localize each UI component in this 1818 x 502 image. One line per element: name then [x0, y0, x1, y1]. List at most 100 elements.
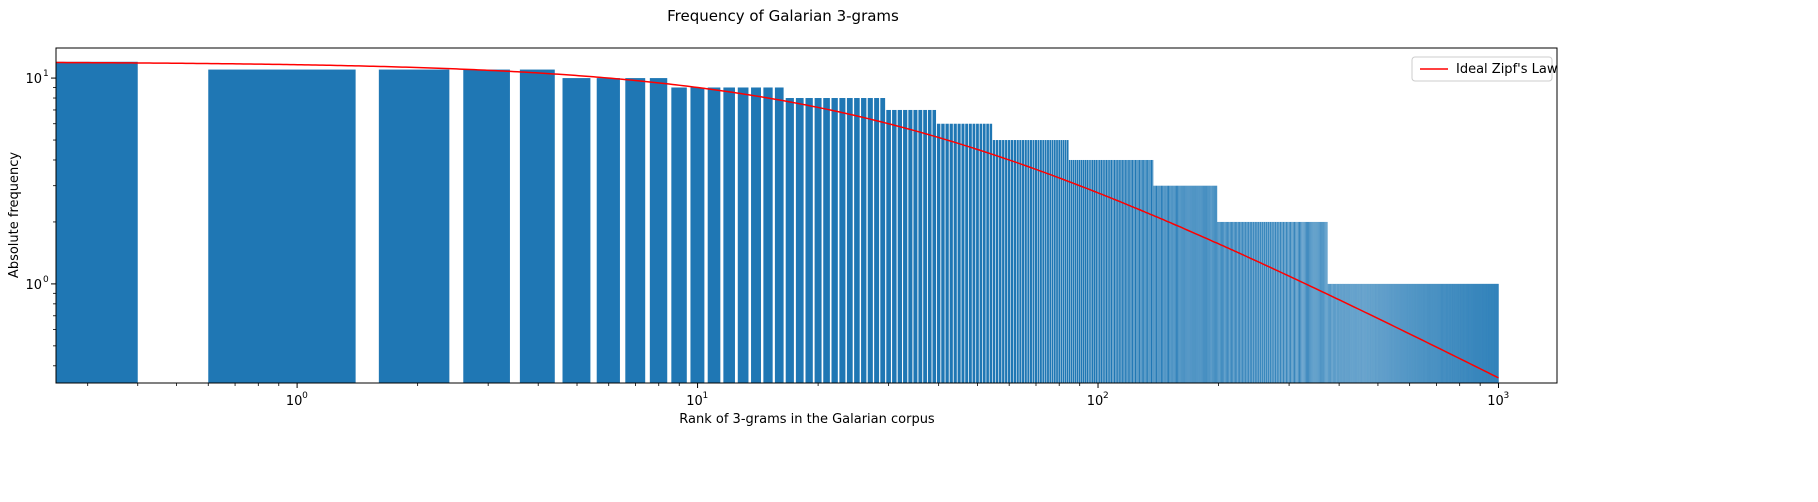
bar — [1196, 185, 1198, 383]
bar — [1214, 185, 1216, 383]
bar — [1064, 140, 1067, 383]
bar — [1145, 159, 1147, 383]
plot-frame — [55, 47, 1558, 384]
bar — [1090, 159, 1092, 383]
bar — [1034, 140, 1037, 383]
bar — [1231, 221, 1233, 383]
bar — [1170, 185, 1172, 383]
bar — [1269, 221, 1270, 383]
bar — [1137, 159, 1139, 383]
bar — [1201, 185, 1203, 383]
bar — [1159, 185, 1161, 383]
bar — [1049, 140, 1052, 383]
bar — [1226, 221, 1228, 383]
bar — [1254, 221, 1255, 383]
bar — [1220, 221, 1222, 383]
bar — [941, 123, 945, 384]
bar — [1203, 185, 1205, 383]
bar — [1236, 221, 1238, 383]
bar — [1016, 140, 1019, 383]
bar — [1144, 159, 1146, 383]
bar — [1134, 159, 1136, 383]
bar — [1252, 221, 1253, 383]
bar — [774, 87, 784, 384]
bar — [831, 98, 838, 384]
bar — [1216, 185, 1218, 383]
bar — [1099, 159, 1101, 383]
bar — [1248, 221, 1250, 383]
legend-box — [1411, 56, 1553, 82]
bar — [463, 69, 510, 383]
bar — [1207, 185, 1209, 383]
bar — [918, 109, 923, 384]
bar — [1158, 185, 1160, 383]
bar — [1249, 221, 1250, 383]
bar — [982, 123, 986, 384]
bar — [839, 98, 846, 384]
bar — [1149, 159, 1151, 383]
bar — [1224, 221, 1225, 383]
bar — [56, 61, 138, 383]
bar — [1193, 185, 1195, 383]
bar — [1182, 185, 1184, 383]
x-tick-exponent: 2 — [1103, 391, 1109, 401]
bar — [1200, 185, 1202, 383]
bar — [1208, 185, 1210, 383]
bar — [1178, 185, 1180, 383]
bar — [1136, 159, 1138, 383]
bar — [1110, 159, 1113, 383]
bar — [1019, 140, 1022, 383]
x-tick-exponent: 1 — [703, 391, 709, 401]
bar — [1115, 159, 1117, 383]
bar — [1092, 159, 1094, 383]
bar — [957, 123, 961, 384]
bar — [1237, 221, 1238, 383]
bar — [1042, 140, 1045, 383]
bar — [1209, 185, 1211, 383]
bar — [1267, 221, 1269, 383]
bar — [1243, 221, 1244, 383]
bar — [1206, 185, 1208, 383]
bar — [1234, 221, 1236, 383]
bar — [1251, 221, 1253, 383]
x-axis: 10 0 10 1 10 2 10 3 — [87, 383, 1509, 409]
bar — [1062, 140, 1065, 383]
bar — [1179, 185, 1181, 383]
bar — [1184, 185, 1186, 383]
bar — [979, 123, 983, 384]
bar — [1232, 221, 1234, 383]
bar — [986, 123, 989, 384]
bar — [1277, 221, 1278, 383]
bar — [1212, 185, 1214, 383]
bar — [763, 87, 773, 384]
bar — [932, 109, 937, 384]
bar — [965, 123, 969, 384]
bar — [814, 98, 822, 384]
bar — [562, 78, 591, 383]
bar — [1210, 185, 1211, 383]
bar — [1095, 159, 1097, 383]
bar — [892, 109, 897, 384]
x-tick-label: 10 — [1087, 394, 1104, 409]
bar — [1247, 221, 1249, 383]
bar — [1190, 185, 1192, 383]
bar — [1053, 140, 1056, 383]
bar — [1240, 221, 1241, 383]
bar — [1225, 221, 1227, 383]
bar — [1075, 159, 1077, 383]
bar — [1194, 185, 1196, 383]
bar — [1230, 221, 1232, 383]
bar — [1039, 140, 1042, 383]
bar — [949, 123, 953, 384]
bar — [1097, 159, 1099, 383]
y-tick-exponent: 0 — [43, 275, 49, 285]
x-tick-label: 10 — [286, 394, 303, 409]
bar — [908, 109, 913, 384]
bar — [1246, 221, 1247, 383]
bar — [1189, 185, 1191, 383]
bar — [1154, 185, 1156, 383]
bar — [1141, 159, 1143, 383]
bar — [1078, 159, 1081, 383]
bar — [823, 98, 830, 384]
